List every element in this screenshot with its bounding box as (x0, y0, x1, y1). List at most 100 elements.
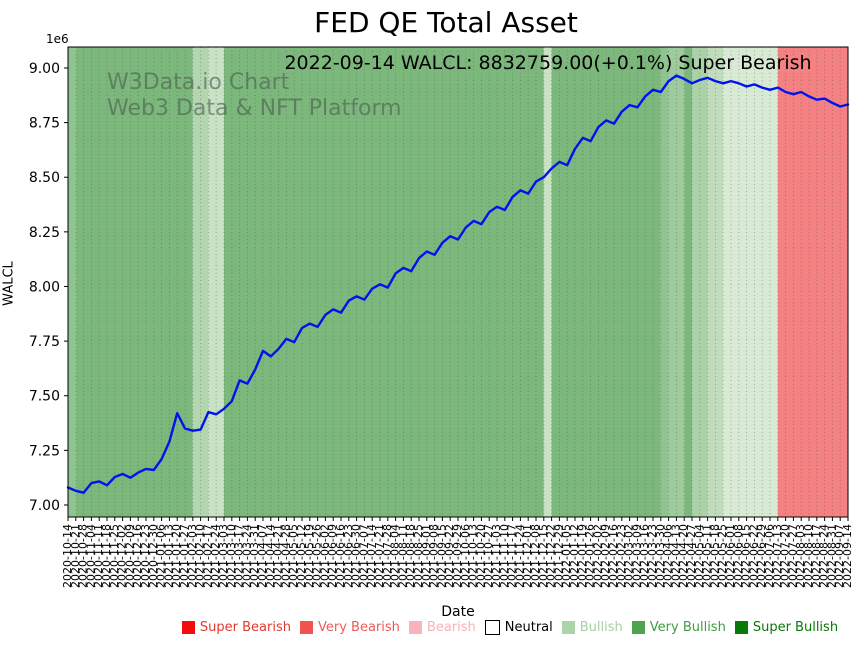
y-tick-label: 7.75 (29, 334, 60, 350)
x-tick-label: 2021-07-07 (357, 524, 370, 588)
sentiment-band-bullish (692, 47, 708, 517)
sentiment-legend: Super Bearish Very Bearish Bearish Neutr… (0, 620, 862, 635)
x-tick-label: 2021-01-06 (155, 524, 168, 588)
x-tick-label: 2022-08-17 (810, 524, 823, 588)
x-tick-label: 2020-11-18 (100, 524, 113, 588)
sentiment-band-bullish (660, 47, 669, 517)
x-tick-label: 2021-08-11 (396, 524, 409, 588)
x-tick-label: 2021-04-28 (279, 524, 292, 588)
sentiment-band-very-bullish (684, 47, 692, 517)
x-tick-label: 2021-08-04 (389, 524, 402, 588)
x-tick-label: 2022-06-01 (724, 524, 737, 588)
x-tick-label: 2022-07-20 (779, 524, 792, 588)
x-tick-label: 2020-12-09 (123, 524, 136, 588)
legend-label: Bearish (426, 620, 476, 635)
x-tick-label: 2021-10-27 (482, 524, 495, 588)
x-tick-label: 2022-02-23 (615, 524, 628, 588)
x-tick-label: 2021-03-03 (217, 524, 230, 588)
x-tick-label: 2021-03-17 (233, 524, 246, 588)
y-tick-label: 7.50 (29, 389, 60, 405)
very-bullish-swatch-icon (631, 621, 645, 634)
x-tick-label: 2022-04-13 (669, 524, 682, 588)
legend-item-super-bearish: Super Bearish (181, 620, 291, 635)
x-tick-label: 2022-07-06 (763, 524, 776, 588)
legend-label: Very Bullish (649, 620, 726, 635)
x-tick-label: 2022-06-29 (755, 524, 768, 588)
x-tick-label: 2021-04-14 (264, 524, 277, 588)
x-tick-label: 2020-12-16 (131, 524, 144, 588)
sentiment-band-neutral (723, 47, 778, 517)
x-tick-label: 2021-03-31 (248, 524, 261, 588)
y-tick-label: 9.00 (29, 61, 60, 77)
x-tick-label: 2021-02-03 (186, 524, 199, 588)
x-tick-label: 2021-05-12 (295, 524, 308, 588)
y-tick-label: 8.25 (29, 225, 60, 241)
x-tick-label: 2022-01-19 (576, 524, 589, 588)
super-bearish-swatch-icon (181, 621, 195, 634)
x-tick-label: 2021-02-10 (194, 524, 207, 588)
x-tick-label: 2020-12-02 (116, 524, 129, 588)
x-tick-label: 2021-04-21 (272, 524, 285, 588)
x-tick-label: 2021-09-01 (420, 524, 433, 588)
y-tick-label: 8.50 (29, 170, 60, 186)
x-tick-label: 2021-07-21 (373, 524, 386, 588)
x-tick-label: 2021-07-14 (365, 524, 378, 588)
x-tick-label: 2021-06-09 (326, 524, 339, 588)
x-tick-label: 2022-03-16 (638, 524, 651, 588)
y-tick-label: 8.75 (29, 116, 60, 132)
x-tick-label: 2022-04-06 (662, 524, 675, 588)
x-tick-label: 2022-06-08 (732, 524, 745, 588)
x-tick-label: 2022-03-02 (623, 524, 636, 588)
neutral-swatch-icon (484, 620, 500, 635)
x-tick-label: 2021-03-24 (240, 524, 253, 588)
x-tick-label: 2022-08-24 (818, 524, 831, 588)
x-tick-label: 2021-12-01 (521, 524, 534, 588)
super-bullish-swatch-icon (734, 621, 748, 634)
x-axis-label: Date (441, 604, 475, 620)
x-tick-label: 2021-09-15 (435, 524, 448, 588)
legend-item-bearish: Bearish (408, 620, 476, 635)
sentiment-band-bullish (668, 47, 685, 517)
sentiment-band-very-bullish (224, 47, 544, 517)
sentiment-band-very-bullish (75, 47, 193, 517)
x-tick-label: 2022-01-26 (584, 524, 597, 588)
legend-item-super-bullish: Super Bullish (734, 620, 839, 635)
x-tick-label: 2021-12-29 (552, 524, 565, 588)
legend-item-very-bearish: Very Bearish (300, 620, 400, 635)
sentiment-band-bullish (68, 47, 76, 517)
x-tick-label: 2021-09-29 (451, 524, 464, 588)
x-tick-label: 2020-10-28 (77, 524, 90, 588)
x-tick-label: 2022-03-23 (646, 524, 659, 588)
x-tick-label: 2021-11-03 (490, 524, 503, 588)
x-tick-label: 2021-05-26 (311, 524, 324, 588)
x-tick-label: 2021-10-06 (459, 524, 472, 588)
x-tick-label: 2021-09-08 (428, 524, 441, 588)
x-tick-label: 2022-03-09 (630, 524, 643, 588)
x-tick-label: 2021-01-20 (170, 524, 183, 588)
legend-item-neutral: Neutral (484, 620, 553, 635)
x-tick-label: 2020-11-11 (92, 524, 105, 588)
x-tick-label: 2021-01-13 (162, 524, 175, 588)
x-tick-label: 2021-06-30 (350, 524, 363, 588)
y-axis-offset-exponent: 1e6 (46, 32, 69, 46)
x-tick-label: 2021-05-05 (287, 524, 300, 588)
x-tick-label: 2022-06-22 (747, 524, 760, 588)
legend-label: Neutral (504, 620, 553, 635)
chart-title: FED QE Total Asset (314, 6, 578, 39)
x-tick-label: 2022-05-25 (716, 524, 729, 588)
x-tick-label: 2022-02-02 (591, 524, 604, 588)
x-tick-label: 2021-05-19 (303, 524, 316, 588)
x-tick-label: 2021-11-17 (506, 524, 519, 588)
legend-label: Super Bullish (752, 620, 839, 635)
legend-item-bullish: Bullish (561, 620, 623, 635)
legend-item-very-bullish: Very Bullish (631, 620, 726, 635)
bullish-swatch-icon (561, 621, 575, 634)
sentiment-band-bullish (543, 47, 552, 517)
x-tick-label: 2021-02-17 (201, 524, 214, 588)
x-tick-label: 2022-02-16 (607, 524, 620, 588)
x-tick-label: 2021-03-10 (225, 524, 238, 588)
x-tick-label: 2022-01-12 (568, 524, 581, 588)
x-tick-label: 2021-10-13 (467, 524, 480, 588)
